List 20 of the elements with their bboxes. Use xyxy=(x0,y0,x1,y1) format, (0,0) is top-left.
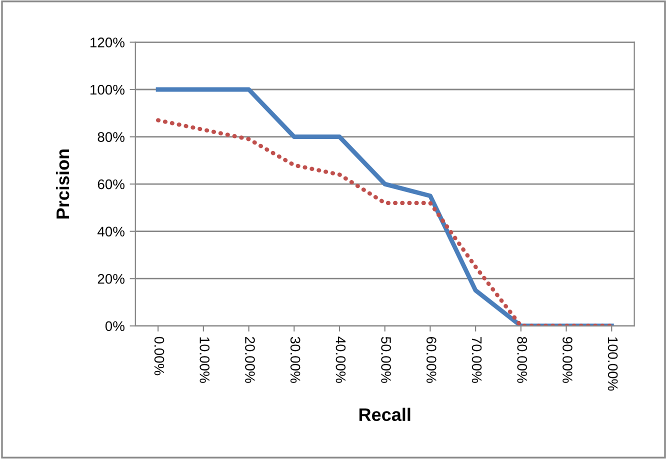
x-tick-label: 30.00% xyxy=(290,336,300,383)
x-tick-label: 90.00% xyxy=(562,336,572,383)
x-tick-label: 0.00% xyxy=(154,336,164,376)
x-tick-label: 10.00% xyxy=(200,337,210,383)
x-axis-title: Recall xyxy=(359,408,410,422)
x-tick-label: 50.00% xyxy=(381,336,391,383)
x-tick-label: 20.00% xyxy=(245,337,255,383)
y-tick-label: 80% xyxy=(98,132,124,142)
x-tick-label: 60.00% xyxy=(426,337,436,383)
x-tick-label: 70.00% xyxy=(472,337,482,383)
y-tick-label: 20% xyxy=(98,274,124,284)
y-axis-title: Prcision xyxy=(56,150,70,218)
x-tick-label: 40.00% xyxy=(336,336,346,383)
x-tick-label: 80.00% xyxy=(517,336,528,383)
y-tick-label: 120% xyxy=(90,38,124,48)
x-tick-label: 100.00% xyxy=(608,337,618,391)
y-tick-label: 0% xyxy=(105,321,124,332)
y-tick-label: 40% xyxy=(98,226,124,237)
y-tick-label: 60% xyxy=(98,179,124,190)
y-tick-label: 100% xyxy=(90,84,124,95)
